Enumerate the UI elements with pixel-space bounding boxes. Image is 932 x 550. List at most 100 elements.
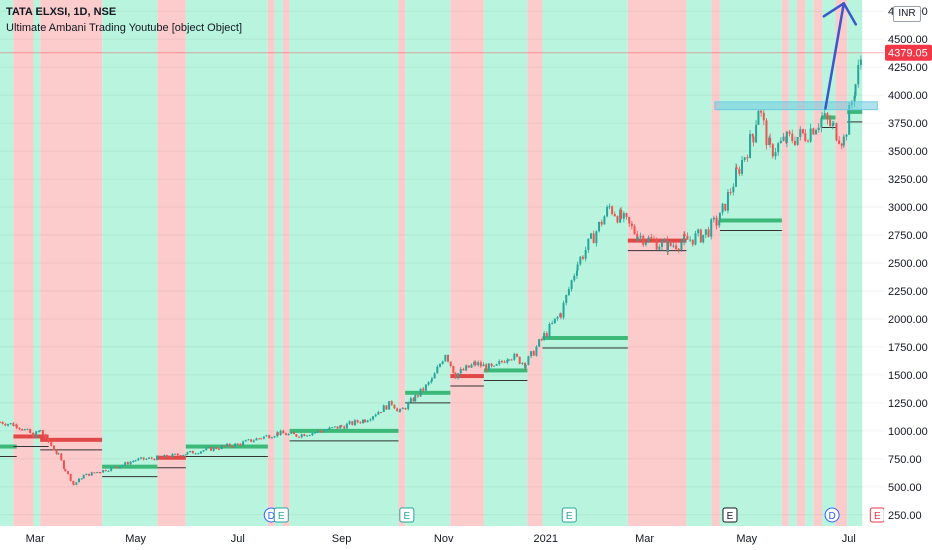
- candle: [424, 384, 427, 392]
- candle-body: [353, 420, 356, 425]
- currency-label[interactable]: INR: [893, 6, 921, 22]
- candle: [452, 365, 455, 374]
- candle-body: [265, 435, 268, 437]
- candle-body: [348, 421, 351, 424]
- bull-regime-band: [788, 0, 797, 526]
- candle-body: [424, 384, 427, 391]
- candle-body: [39, 430, 42, 432]
- candle: [244, 439, 247, 442]
- candle: [619, 208, 622, 224]
- candle-body: [507, 359, 510, 361]
- candle-body: [543, 333, 546, 340]
- indicator-title[interactable]: Ultimate Ambani Trading Youtube [object …: [6, 22, 243, 34]
- candle: [694, 230, 697, 246]
- candle-body: [752, 136, 755, 143]
- candle: [60, 452, 63, 461]
- candle-body: [223, 445, 226, 447]
- symbol-title[interactable]: TATA ELXSI, 1D, NSE: [6, 6, 117, 18]
- candle-body: [9, 423, 12, 425]
- candle: [806, 139, 809, 143]
- candle: [66, 470, 69, 475]
- candle: [382, 404, 385, 413]
- candle-body: [116, 467, 119, 469]
- candle: [732, 183, 735, 196]
- candle: [258, 438, 261, 440]
- price-tick-label: 4250.00: [888, 62, 928, 74]
- candle-body: [809, 128, 812, 142]
- candle-body: [231, 446, 234, 448]
- price-tick-label: 2500.00: [888, 258, 928, 270]
- candle-body: [191, 450, 194, 454]
- candle-body: [209, 447, 212, 451]
- candle-body: [470, 364, 473, 368]
- earnings-marker[interactable]: E: [869, 507, 885, 523]
- candle: [606, 204, 609, 218]
- candle-body: [139, 457, 142, 459]
- candle-body: [449, 361, 452, 366]
- level-band: [0, 444, 17, 449]
- candle: [55, 449, 58, 455]
- candle: [409, 396, 412, 403]
- candle-body: [592, 233, 595, 244]
- candle: [482, 362, 485, 367]
- candle-body: [80, 478, 83, 480]
- candle-body: [132, 460, 135, 462]
- candle-body: [538, 339, 541, 347]
- candle-body: [636, 233, 639, 241]
- candle: [799, 126, 802, 141]
- candle: [462, 367, 465, 371]
- candle: [366, 419, 369, 423]
- candle: [658, 244, 661, 250]
- candle: [449, 361, 452, 368]
- price-axis[interactable]: 250.00 500.00 750.00 1000.00 1250.00 1500.00 1…: [884, 0, 932, 550]
- candle: [535, 345, 538, 357]
- earnings-marker[interactable]: E: [399, 507, 415, 523]
- candle-body: [785, 131, 788, 143]
- candle-body: [729, 192, 732, 194]
- candle: [197, 452, 200, 455]
- dividend-marker[interactable]: D: [824, 507, 840, 523]
- candle-body: [793, 140, 796, 145]
- candle: [163, 454, 166, 458]
- candle: [697, 228, 700, 237]
- candle-body: [134, 460, 137, 462]
- candle: [44, 433, 47, 440]
- candle: [734, 163, 737, 188]
- candle: [247, 438, 250, 441]
- bear-regime-band: [267, 0, 275, 526]
- time-tick-label: May: [125, 533, 146, 545]
- candle-body: [838, 140, 841, 144]
- candle-body: [575, 270, 578, 276]
- candle-body: [331, 427, 334, 429]
- candle: [796, 136, 799, 146]
- candle-body: [393, 404, 396, 409]
- candle: [613, 211, 616, 217]
- candle-body: [205, 447, 208, 451]
- candle-body: [186, 452, 189, 455]
- candle: [69, 473, 72, 482]
- candle: [129, 460, 132, 465]
- earnings-marker[interactable]: E: [273, 507, 289, 523]
- candle: [650, 233, 653, 239]
- candle: [212, 446, 215, 452]
- candle: [202, 449, 205, 453]
- candle: [779, 137, 782, 144]
- earnings-marker[interactable]: E: [722, 507, 738, 523]
- candle-body: [361, 419, 364, 424]
- candle: [121, 464, 124, 467]
- candle: [492, 365, 495, 367]
- candle-body: [835, 123, 838, 141]
- candle-body: [427, 382, 430, 385]
- time-axis[interactable]: Mar May Jul Sep Nov 2021 Mar May Jul: [0, 526, 932, 550]
- earnings-marker[interactable]: E: [561, 507, 577, 523]
- candle: [707, 226, 710, 238]
- candle: [12, 422, 15, 427]
- candle-body: [390, 401, 393, 405]
- candle: [336, 426, 339, 430]
- candle-body: [250, 439, 253, 442]
- candles: [0, 55, 862, 486]
- candle-body: [675, 245, 678, 249]
